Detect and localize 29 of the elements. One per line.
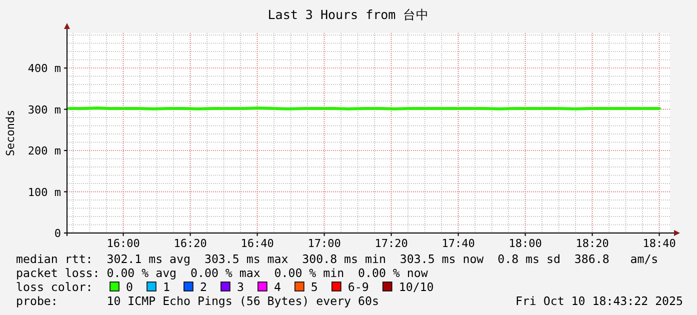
text: 10/10: [398, 280, 434, 294]
y-tick-label: 200 m: [28, 144, 62, 158]
y-tick-label: 300 m: [28, 103, 62, 116]
x-tick-label: 16:40: [240, 237, 274, 250]
text: 1: [162, 280, 170, 294]
text: 3: [236, 280, 244, 294]
text: 5: [310, 280, 318, 294]
text: packet loss: 0.00 % avg 0.00 % max 0.00 % min 0.00 % now: [16, 266, 428, 280]
x-tick-label: 16:20: [174, 237, 207, 250]
y-tick-label: 400 m: [28, 62, 62, 76]
x-tick-label: 18:40: [642, 237, 676, 250]
text: 4: [274, 280, 281, 294]
text: 2: [200, 280, 207, 294]
y-axis-title: Seconds: [4, 110, 17, 156]
x-tick-label: 17:40: [442, 237, 475, 250]
text: Fri Oct 10 18:43:22 2025: [515, 294, 684, 308]
x-tick-label: 17:00: [308, 237, 341, 250]
y-tick-label: 0: [54, 227, 61, 240]
y-tick-label: 100 m: [28, 186, 62, 199]
x-tick-label: 16:00: [106, 237, 140, 250]
text: loss color:: [16, 280, 93, 294]
chart-title: Last 3 Hours from 台中: [268, 7, 430, 22]
x-tick-label: 18:00: [508, 237, 542, 250]
text: median rtt: 302.1 ms avg 303.5 ms max 300.8 ms min 303.5 ms now 0.8 ms sd 386.8 am/s: [16, 252, 658, 266]
text: 6-9: [348, 280, 369, 294]
x-tick-label: 18:20: [576, 237, 609, 250]
x-tick-label: 17:20: [374, 237, 408, 250]
text: probe: 10 ICMP Echo Pings (56 Bytes) every 60s: [16, 294, 379, 308]
text: 0: [126, 280, 133, 294]
